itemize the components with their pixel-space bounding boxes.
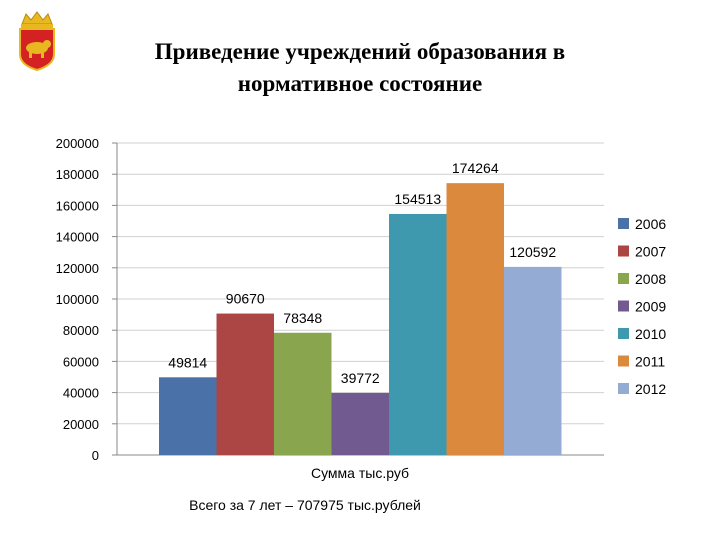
x-axis-label: Сумма тыс.руб [311, 465, 409, 481]
legend-swatch-2009 [618, 300, 629, 312]
page-title: Приведение учреждений образования в норм… [90, 36, 630, 100]
y-tick-label: 80000 [63, 323, 99, 338]
legend-label-2008: 2008 [635, 271, 666, 287]
legend-label-2009: 2009 [635, 299, 666, 315]
data-label-2006: 49814 [168, 354, 207, 370]
bar-2011 [446, 183, 504, 455]
legend-label-2006: 2006 [635, 216, 666, 232]
y-axis-ticks: 0 20000 40000 60000 80000 100000 120000 140000 1… [56, 136, 117, 463]
y-tick-label: 60000 [63, 354, 99, 369]
bar-2007 [216, 313, 274, 455]
legend-swatch-2006 [618, 218, 629, 229]
legend-label-2007: 2007 [635, 244, 666, 260]
legend-swatch-2011 [618, 355, 629, 367]
y-tick-label: 140000 [56, 230, 99, 245]
y-tick-label: 40000 [63, 386, 99, 401]
legend-label-2010: 2010 [635, 326, 666, 342]
data-label-2010: 154513 [394, 191, 441, 207]
data-label-2012: 120592 [509, 244, 556, 260]
bars [159, 183, 562, 455]
bar-2009 [331, 392, 389, 455]
bar-2006 [159, 377, 217, 455]
legend-swatch-2007 [618, 245, 629, 257]
data-label-2011: 174264 [452, 160, 499, 176]
title-line-1: Приведение учреждений образования в [154, 39, 566, 64]
legend-label-2012: 2012 [635, 381, 666, 397]
coat-of-arms-icon [14, 10, 60, 72]
legend-label-2011: 2011 [635, 354, 665, 370]
y-tick-label: 0 [92, 448, 99, 463]
footer-total: Всего за 7 лет – 707975 тыс.рублей [189, 497, 421, 513]
title-line-2: нормативное состояние [237, 71, 483, 96]
y-tick-label: 160000 [56, 198, 99, 213]
y-tick-label: 100000 [56, 292, 99, 307]
data-label-2009: 39772 [341, 370, 380, 386]
legend-swatch-2010 [618, 328, 629, 339]
legend-swatch-2008 [618, 273, 629, 284]
grid-lines [117, 142, 604, 425]
data-labels: 49814 90670 78348 39772 154513 174264 120592 [168, 160, 556, 386]
bar-2008 [274, 332, 332, 455]
y-tick-label: 200000 [56, 136, 99, 151]
legend: 2006 2007 2008 2009 2010 2011 2012 [618, 216, 666, 397]
y-tick-label: 180000 [56, 167, 99, 182]
data-label-2008: 78348 [283, 310, 322, 326]
legend-swatch-2012 [618, 383, 629, 394]
data-label-2007: 90670 [226, 291, 265, 307]
y-tick-label: 20000 [63, 417, 99, 432]
y-tick-label: 120000 [56, 261, 99, 276]
bar-2012 [504, 266, 562, 455]
bar-2010 [389, 213, 447, 455]
